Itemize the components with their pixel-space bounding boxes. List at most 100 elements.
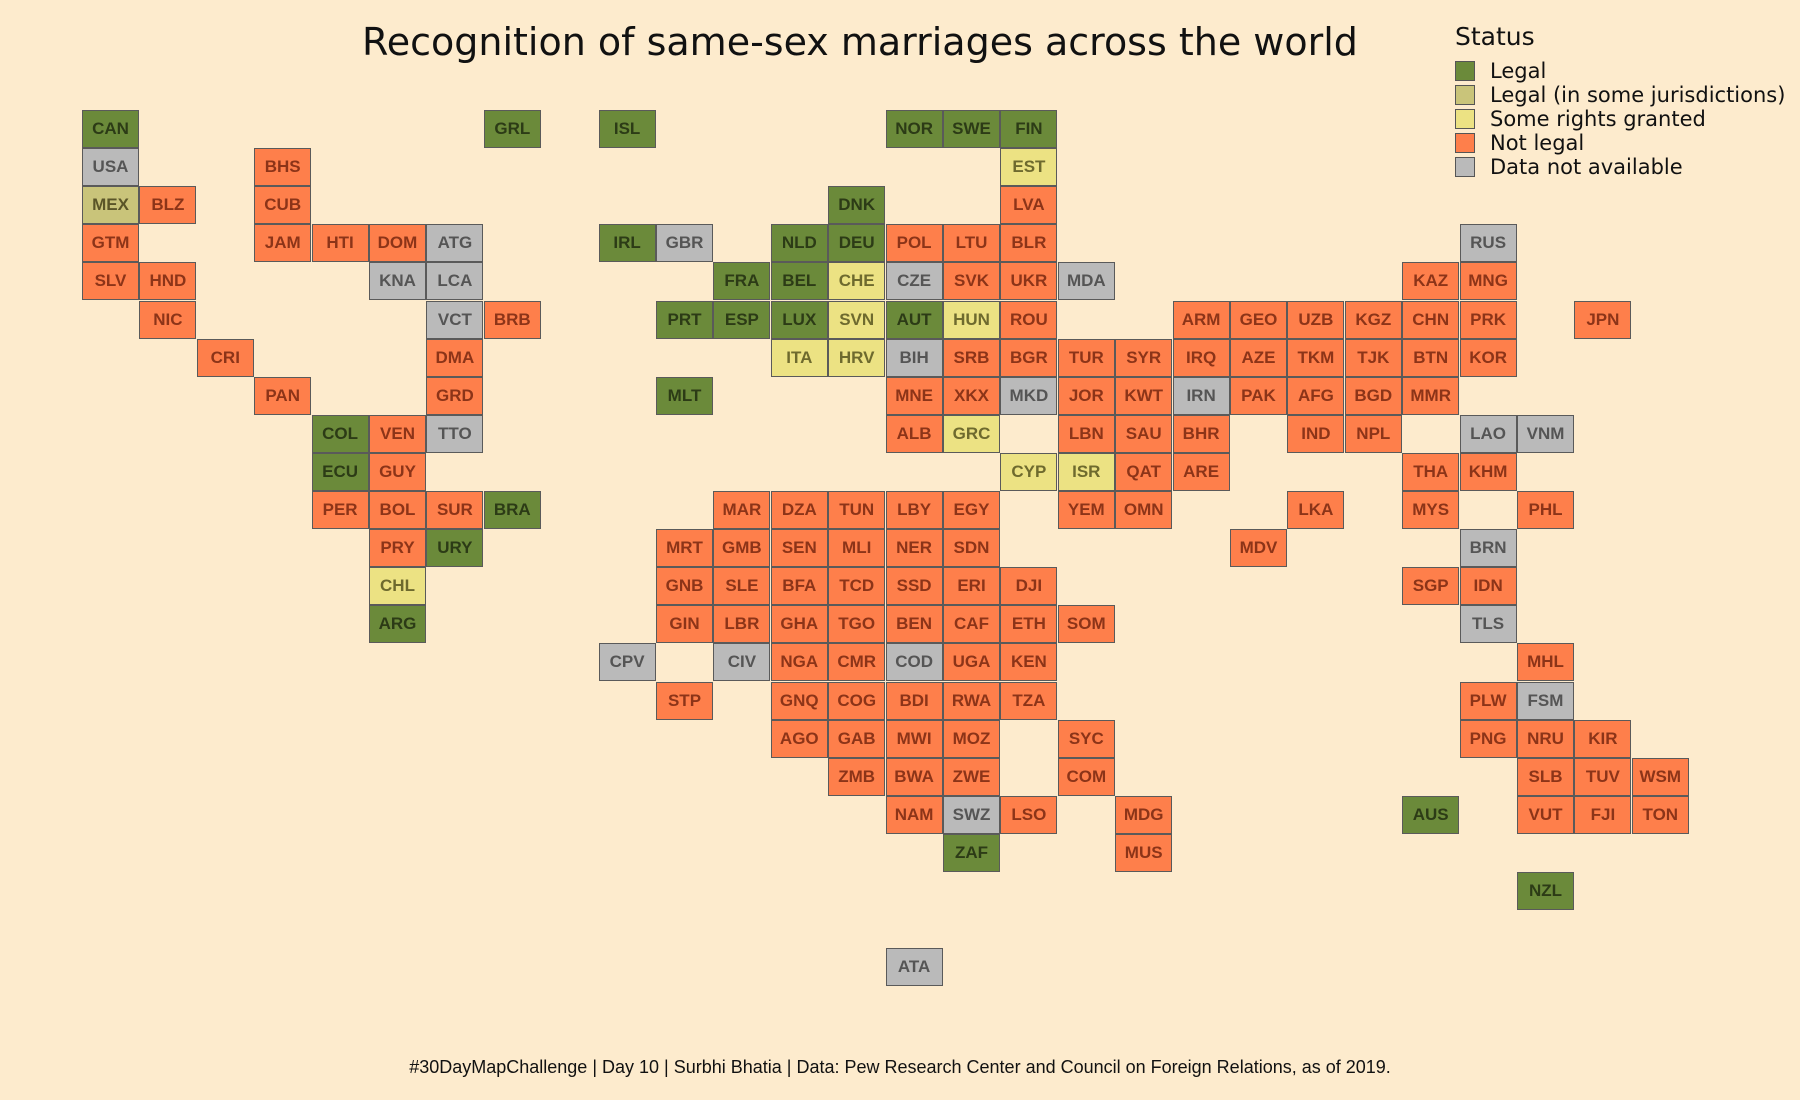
- tile-irn: IRN: [1172, 376, 1230, 415]
- tile-fin: FIN: [1000, 110, 1058, 148]
- tile-irl: IRL: [598, 224, 656, 263]
- tile-mne: MNE: [885, 376, 943, 415]
- legend-label-legal: Legal: [1490, 59, 1547, 83]
- tile-brn: BRN: [1459, 529, 1517, 568]
- tile-che: CHE: [828, 262, 886, 301]
- tile-hti: HTI: [311, 224, 369, 263]
- tile-gbr: GBR: [656, 224, 713, 263]
- tile-moz: MOZ: [943, 719, 1000, 758]
- tile-jpn: JPN: [1574, 300, 1632, 339]
- tile-afg: AFG: [1287, 376, 1345, 415]
- tile-aus: AUS: [1402, 795, 1460, 834]
- tile-tls: TLS: [1459, 605, 1517, 644]
- tile-chl: CHL: [369, 567, 426, 606]
- tile-col: COL: [311, 414, 369, 453]
- tile-mlt: MLT: [656, 376, 713, 415]
- page-title: Recognition of same-sex marriages across…: [362, 20, 1358, 64]
- legend-swatch-legal: [1455, 61, 1475, 81]
- tile-mda: MDA: [1057, 262, 1115, 301]
- tile-mdg: MDG: [1115, 795, 1173, 834]
- legend-title: Status: [1455, 22, 1535, 51]
- tile-gnb: GNB: [656, 567, 713, 606]
- legend-item-legal-some-jurisdictions: Legal (in some jurisdictions): [1455, 83, 1785, 107]
- tile-kna: KNA: [369, 262, 426, 301]
- tile-egy: EGY: [943, 491, 1000, 529]
- tile-ven: VEN: [369, 414, 426, 453]
- tile-uga: UGA: [943, 643, 1000, 682]
- tile-esp: ESP: [713, 300, 771, 339]
- tile-dza: DZA: [770, 491, 828, 529]
- tile-bfa: BFA: [770, 567, 828, 606]
- tile-kgz: KGZ: [1344, 300, 1402, 339]
- legend-swatch-some-rights: [1455, 109, 1475, 129]
- tile-zwe: ZWE: [943, 757, 1000, 796]
- legend-item-some-rights: Some rights granted: [1455, 107, 1785, 131]
- tile-mar: MAR: [713, 491, 771, 529]
- tile-grc: GRC: [943, 414, 1000, 453]
- legend-label-data-not-available: Data not available: [1490, 155, 1683, 179]
- tile-cpv: CPV: [598, 643, 656, 682]
- tile-syr: SYR: [1115, 338, 1173, 377]
- tile-swz: SWZ: [943, 795, 1000, 834]
- tile-kwt: KWT: [1115, 376, 1173, 415]
- tile-mmr: MMR: [1402, 376, 1460, 415]
- tile-grl: GRL: [483, 110, 541, 148]
- tile-tto: TTO: [426, 414, 484, 453]
- tile-dom: DOM: [369, 224, 426, 263]
- tile-ltu: LTU: [943, 224, 1000, 263]
- legend-label-some-rights: Some rights granted: [1490, 107, 1706, 131]
- tile-xkx: XKX: [943, 376, 1000, 415]
- tile-bih: BIH: [885, 338, 943, 377]
- tile-sur: SUR: [426, 491, 484, 529]
- tile-mhl: MHL: [1517, 643, 1574, 682]
- tile-sdn: SDN: [943, 529, 1000, 568]
- legend-item-data-not-available: Data not available: [1455, 155, 1785, 179]
- tile-hnd: HND: [139, 262, 197, 301]
- tile-are: ARE: [1172, 452, 1230, 491]
- tile-guy: GUY: [369, 452, 426, 491]
- tile-prt: PRT: [656, 300, 713, 339]
- tile-npl: NPL: [1344, 414, 1402, 453]
- tile-vut: VUT: [1517, 795, 1574, 834]
- tile-tuv: TUV: [1574, 757, 1632, 796]
- tile-tcd: TCD: [828, 567, 886, 606]
- tile-slv: SLV: [82, 262, 139, 301]
- tile-ecu: ECU: [311, 452, 369, 491]
- tile-nru: NRU: [1517, 719, 1574, 758]
- legend: Status Legal Legal (in some jurisdiction…: [1455, 22, 1785, 179]
- tile-eri: ERI: [943, 567, 1000, 606]
- tile-dma: DMA: [426, 338, 484, 377]
- tile-per: PER: [311, 491, 369, 529]
- tile-lbn: LBN: [1057, 414, 1115, 453]
- tile-nic: NIC: [139, 300, 197, 339]
- tile-lbr: LBR: [713, 605, 771, 644]
- tile-svn: SVN: [828, 300, 886, 339]
- tile-irq: IRQ: [1172, 338, 1230, 377]
- tile-png: PNG: [1459, 719, 1517, 758]
- tile-tha: THA: [1402, 452, 1460, 491]
- tile-ata: ATA: [885, 948, 943, 987]
- tile-bhr: BHR: [1172, 414, 1230, 453]
- tile-tun: TUN: [828, 491, 886, 529]
- tile-tjk: TJK: [1344, 338, 1402, 377]
- tile-tza: TZA: [1000, 681, 1058, 720]
- tile-jam: JAM: [254, 224, 312, 263]
- tile-grd: GRD: [426, 376, 484, 415]
- tile-rwa: RWA: [943, 681, 1000, 720]
- tile-arg: ARG: [369, 605, 426, 644]
- tile-sen: SEN: [770, 529, 828, 568]
- tile-cri: CRI: [196, 338, 254, 377]
- tile-zmb: ZMB: [828, 757, 886, 796]
- tile-bhs: BHS: [254, 148, 312, 187]
- tile-ssd: SSD: [885, 567, 943, 606]
- tile-tkm: TKM: [1287, 338, 1345, 377]
- tile-eth: ETH: [1000, 605, 1058, 644]
- tile-geo: GEO: [1230, 300, 1287, 339]
- tile-nam: NAM: [885, 795, 943, 834]
- tile-uzb: UZB: [1287, 300, 1345, 339]
- tile-alb: ALB: [885, 414, 943, 453]
- tile-jor: JOR: [1057, 376, 1115, 415]
- tile-aze: AZE: [1230, 338, 1287, 377]
- tile-lka: LKA: [1287, 491, 1345, 529]
- tile-prk: PRK: [1459, 300, 1517, 339]
